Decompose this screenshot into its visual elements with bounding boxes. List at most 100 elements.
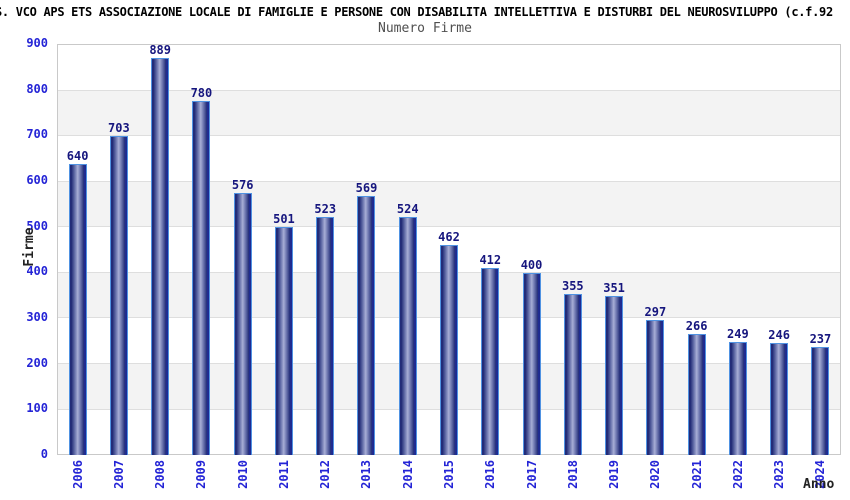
x-axis-ticks: 2006 2007 2008 2009 2010 2011 2012 2013 2014 2015… (57, 460, 841, 500)
bar-slot: 266 (676, 44, 717, 455)
x-tick-label: 2007 (111, 460, 126, 489)
x-tick: 2022 (717, 460, 758, 500)
bar-slot: 524 (387, 44, 428, 455)
x-tick: 2021 (676, 460, 717, 500)
x-tick-label: 2010 (235, 460, 250, 489)
bar-2019 (605, 295, 624, 455)
x-tick-label: 2014 (400, 460, 415, 489)
x-tick: 2009 (181, 460, 222, 500)
x-tick-label: 2023 (772, 460, 787, 489)
x-tick: 2020 (635, 460, 676, 500)
x-tick-label: 2019 (607, 460, 622, 489)
bar-value-label: 780 (190, 85, 213, 100)
bar-value-label: 889 (149, 43, 171, 57)
bar-slot: 237 (800, 44, 841, 455)
bar-2012 (316, 217, 335, 455)
x-tick-label: 2016 (483, 460, 498, 489)
bar-2009 (192, 100, 211, 455)
bar-slot: 462 (428, 44, 469, 455)
bar-2023 (770, 343, 789, 455)
bar-slot: 249 (717, 44, 758, 455)
plot-band (58, 89, 840, 136)
y-tick-label: 500 (26, 218, 48, 233)
bar-2020 (646, 320, 665, 455)
bar-2016 (481, 267, 500, 455)
y-tick-label: 0 (40, 447, 48, 461)
chart-title: S. VCO APS ETS ASSOCIAZIONE LOCALE DI FA… (0, 5, 833, 19)
x-tick-label: 2008 (153, 460, 168, 489)
x-tick-label: 2017 (524, 460, 539, 489)
x-tick-label: 2022 (730, 460, 745, 489)
plot-band (58, 226, 840, 272)
x-tick: 2010 (222, 460, 263, 500)
x-tick: 2016 (470, 460, 511, 500)
bar-2022 (728, 341, 747, 455)
bar-2013 (357, 196, 376, 455)
bar-slot: 889 (140, 44, 181, 455)
y-tick-label: 800 (26, 81, 48, 96)
bar-slot: 576 (222, 44, 263, 455)
bar-value-label: 400 (520, 258, 543, 273)
y-tick-label: 700 (26, 127, 48, 142)
x-tick-label: 2006 (70, 460, 85, 489)
x-tick-label: 2009 (194, 460, 209, 489)
bar-2017 (522, 273, 541, 455)
bar-2024 (811, 347, 830, 455)
bar-value-label: 524 (396, 201, 419, 216)
bar-value-label: 640 (66, 149, 89, 164)
plot-band (58, 135, 840, 181)
x-tick: 2017 (511, 460, 552, 500)
x-tick: 2007 (98, 460, 139, 500)
bar-slot: 569 (346, 44, 387, 455)
x-tick: 2018 (552, 460, 593, 500)
y-axis-ticks: 900 800 700 600 500 400 300 200 100 0 (0, 0, 50, 500)
bar-slot: 355 (552, 44, 593, 455)
bar-2011 (274, 227, 293, 455)
x-tick: 2023 (759, 460, 800, 500)
y-tick-label: 400 (26, 264, 48, 279)
plot-band (58, 180, 840, 227)
x-tick: 2012 (305, 460, 346, 500)
x-tick: 2014 (387, 460, 428, 500)
x-tick-label: 2013 (359, 460, 374, 489)
bar-value-label: 249 (727, 326, 749, 341)
x-tick-label: 2015 (442, 460, 457, 489)
bar-2010 (233, 193, 252, 455)
bar-slot: 297 (635, 44, 676, 455)
bar-2015 (440, 245, 459, 455)
bar-value-label: 351 (603, 280, 625, 295)
bar-slot: 780 (181, 44, 222, 455)
bar-2018 (563, 293, 582, 455)
y-tick-label: 200 (26, 355, 48, 370)
bar-value-label: 297 (644, 305, 667, 320)
bar-slot: 501 (263, 44, 304, 455)
bar-2021 (687, 334, 706, 455)
bar-slot: 640 (57, 44, 98, 455)
bar-value-label: 576 (231, 178, 254, 193)
bar-series: 640 703 889 780 576 501 523 569 524 462 412 400 355 3… (57, 44, 841, 455)
bar-value-label: 237 (809, 332, 832, 347)
x-tick: 2006 (57, 460, 98, 500)
bar-value-label: 703 (108, 120, 130, 135)
x-axis-title: Anno (803, 477, 835, 492)
y-tick-label: 100 (26, 401, 48, 416)
bar-slot: 246 (759, 44, 800, 455)
bar-value-label: 355 (561, 278, 584, 293)
x-tick: 2008 (140, 460, 181, 500)
bar-value-label: 246 (768, 328, 790, 343)
bar-value-label: 266 (685, 319, 708, 334)
bar-value-label: 412 (479, 252, 502, 267)
bar-slot: 400 (511, 44, 552, 455)
bar-2008 (151, 58, 170, 455)
x-tick-label: 2012 (318, 460, 333, 489)
bar-slot: 523 (305, 44, 346, 455)
y-tick-label: 600 (26, 173, 48, 187)
y-tick-label: 900 (26, 36, 48, 50)
bar-value-label: 569 (355, 181, 378, 196)
y-axis-title: Firme (22, 227, 37, 267)
x-tick-label: 2020 (648, 460, 663, 489)
x-tick: 2013 (346, 460, 387, 500)
y-tick-label: 300 (26, 310, 48, 324)
x-tick: 2015 (428, 460, 469, 500)
